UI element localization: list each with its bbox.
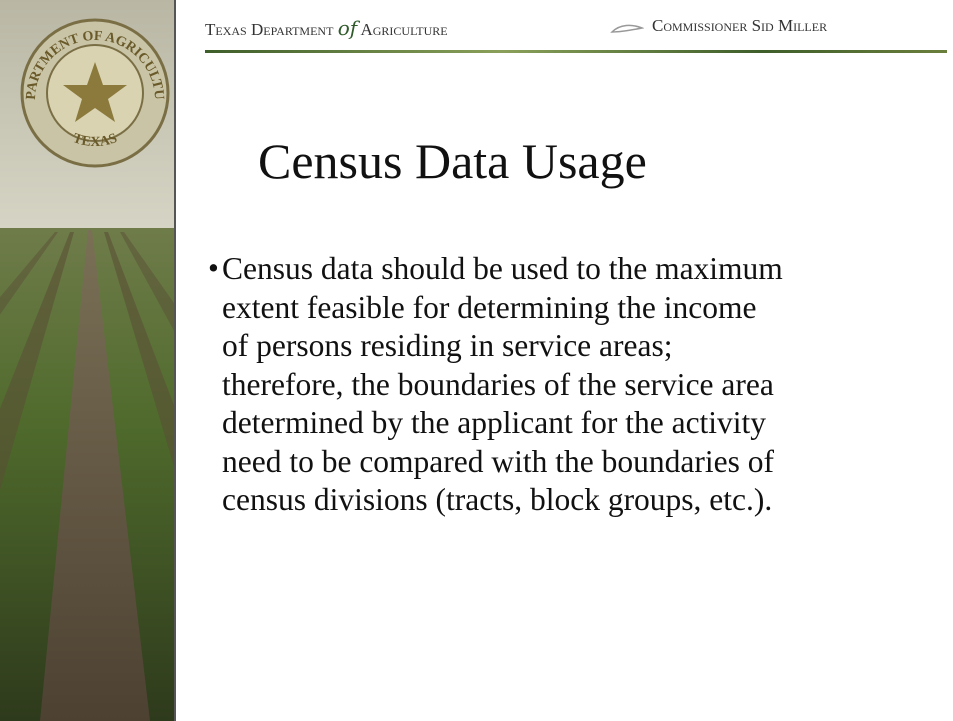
bullet-line: therefore, the boundaries of the service…	[222, 366, 783, 405]
bullet-line: census divisions (tracts, block groups, …	[222, 481, 783, 520]
bullet-line: Census data should be used to the maximu…	[222, 250, 783, 289]
slide-title: Census Data Usage	[258, 132, 647, 190]
header-right: Commissioner Sid Miller	[652, 16, 827, 36]
slide: DEPARTMENT OF AGRICULTURE TEXAS Texas De…	[0, 0, 953, 721]
header-of: of	[338, 16, 357, 40]
header-ornament	[610, 22, 644, 36]
bullet-line: of persons residing in service areas;	[222, 327, 783, 366]
bullet-line: determined by the applicant for the acti…	[222, 404, 783, 443]
bullet-text: Census data should be used to the maximu…	[222, 250, 783, 520]
header-text: Agriculture	[360, 20, 447, 39]
bullet-line: need to be compared with the boundaries …	[222, 443, 783, 482]
field-image: DEPARTMENT OF AGRICULTURE TEXAS	[0, 0, 176, 721]
bullet-line: extent feasible for determining the inco…	[222, 289, 783, 328]
header-rule	[205, 50, 947, 53]
header-left: Texas Department of Agriculture	[205, 16, 448, 40]
bullet-marker: •	[208, 250, 219, 286]
header-text: Texas Department	[205, 20, 333, 39]
